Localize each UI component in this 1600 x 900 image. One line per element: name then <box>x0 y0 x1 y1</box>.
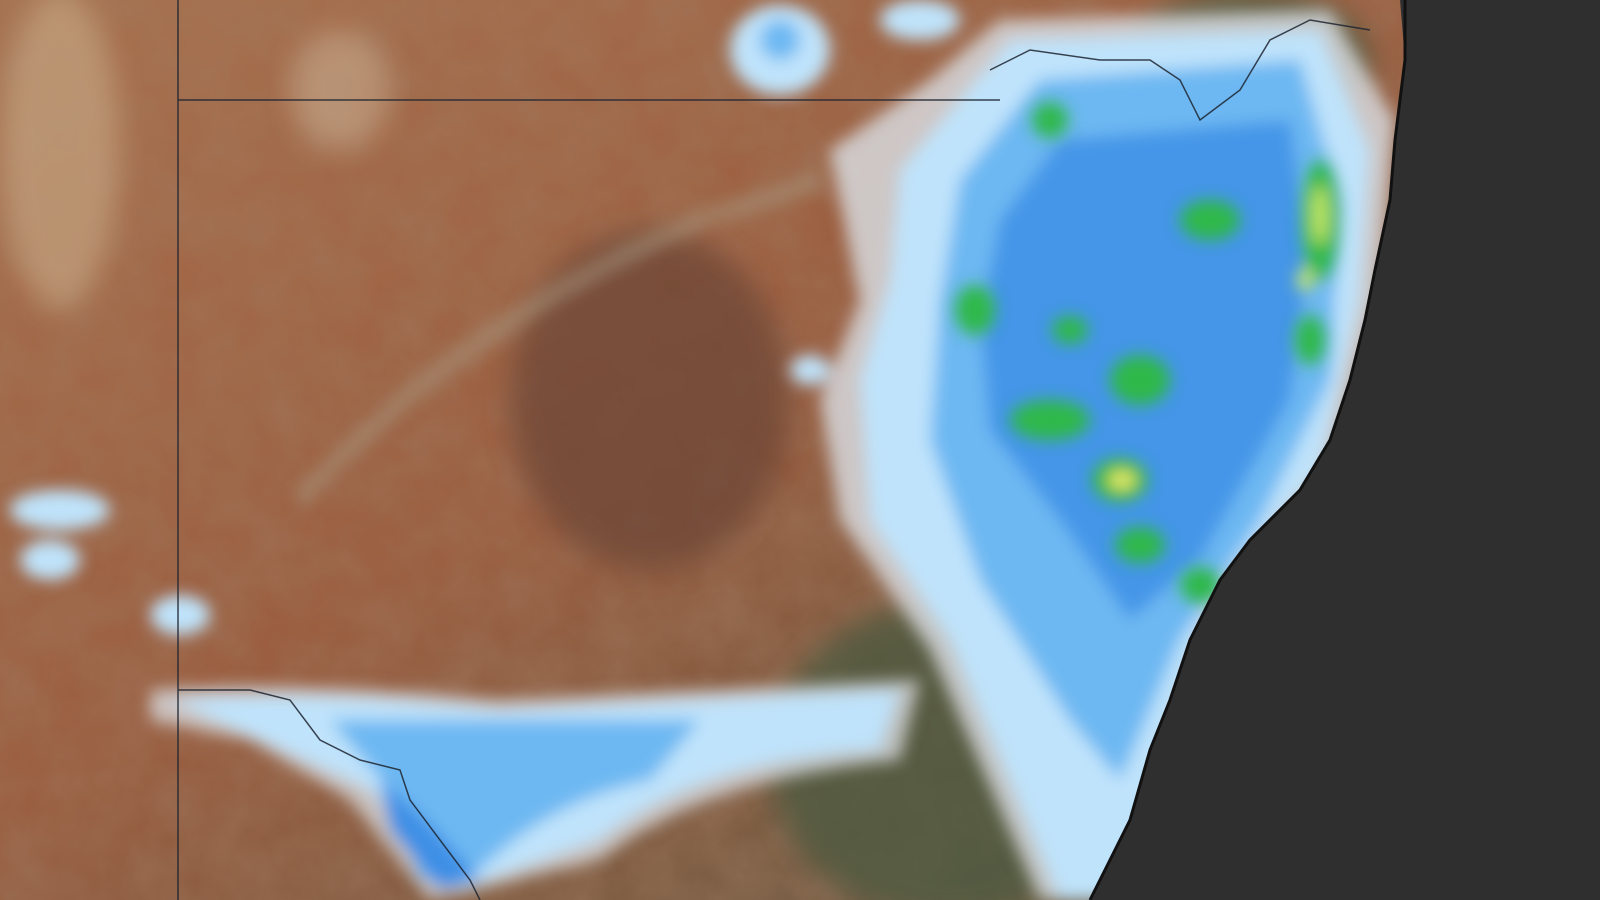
coastline <box>1088 0 1407 900</box>
state-borders <box>177 0 1371 900</box>
rainfall-overlay <box>10 0 1395 900</box>
ocean <box>1090 0 1600 900</box>
